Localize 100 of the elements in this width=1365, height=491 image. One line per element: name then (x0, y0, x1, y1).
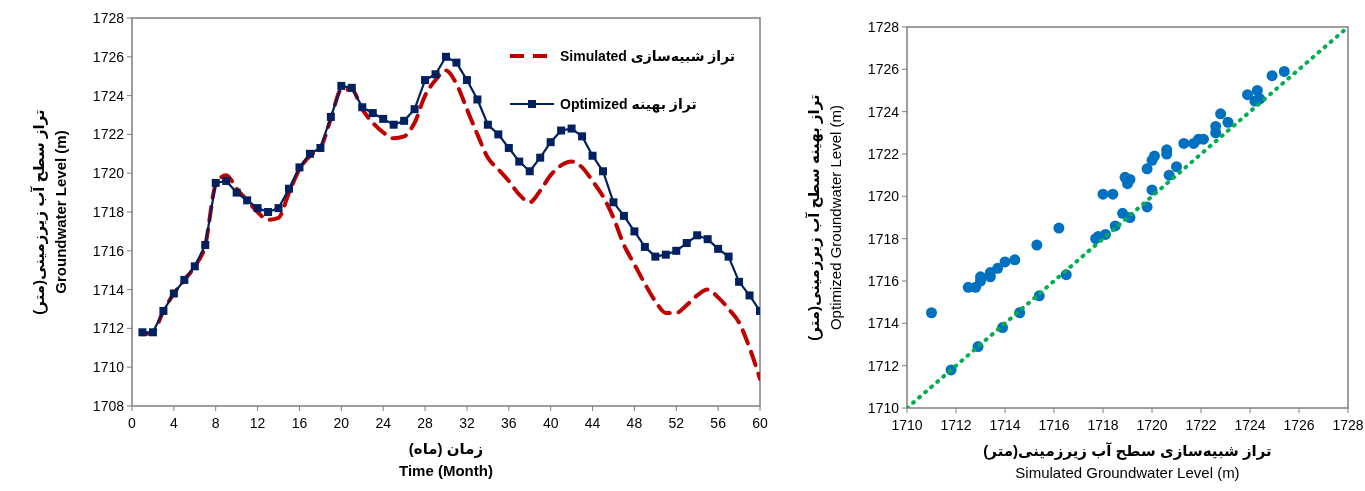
point (316, 143, 325, 152)
point (536, 153, 545, 162)
x-tick-label: 1714 (989, 417, 1021, 433)
y-tick-label: 1714 (867, 315, 900, 332)
point (1178, 137, 1190, 149)
point (473, 95, 482, 104)
point (619, 211, 628, 220)
point (148, 328, 157, 337)
y-tick-label: 1728 (867, 19, 900, 35)
point (337, 81, 346, 90)
y-tick-label: 1720 (867, 188, 900, 205)
y-tick-label: 1726 (867, 61, 900, 78)
point (253, 204, 262, 213)
point (421, 76, 430, 85)
point (169, 289, 178, 298)
point (305, 149, 314, 158)
y-tick-label: 1726 (92, 48, 125, 65)
point (599, 167, 607, 176)
point (1215, 108, 1227, 120)
y-tick-label: 1714 (92, 281, 125, 298)
point (682, 239, 691, 248)
y-tick-label: 1718 (92, 204, 125, 220)
point (159, 306, 168, 315)
point (368, 109, 377, 118)
point (1148, 150, 1160, 162)
point (462, 76, 471, 85)
point (1009, 254, 1021, 266)
point (400, 116, 409, 125)
point (1266, 70, 1278, 82)
x-tick-label: 1728 (1332, 417, 1364, 433)
point (745, 291, 754, 300)
x-tick-label: 1722 (1185, 417, 1217, 433)
point (264, 208, 273, 216)
point (735, 277, 744, 286)
y-tick-label: 1716 (867, 273, 900, 289)
y-tick-label: 1728 (92, 10, 125, 26)
point (452, 58, 461, 67)
x-tick-label: 32 (459, 415, 475, 431)
point (630, 227, 639, 236)
y-tick-label: 1724 (92, 87, 125, 104)
point (992, 262, 1004, 274)
point (222, 176, 231, 185)
y-tick-label: 1720 (92, 165, 125, 182)
x-tick-label: 36 (501, 415, 517, 431)
point (358, 103, 367, 112)
point (431, 70, 440, 79)
point (714, 244, 723, 253)
point (285, 184, 293, 193)
point (557, 126, 566, 135)
point (389, 120, 398, 129)
x-tick-label: 4 (169, 415, 178, 431)
point (1031, 239, 1043, 251)
point (295, 163, 304, 172)
point (640, 242, 649, 251)
point (661, 250, 670, 259)
point (274, 204, 283, 213)
point (578, 132, 587, 141)
point (693, 231, 702, 240)
point (567, 124, 576, 133)
point (515, 157, 524, 166)
point (1107, 188, 1119, 200)
legend-label: Simulated تراز شبیه‌سازی (560, 48, 736, 65)
x-tick-label: 20 (333, 415, 350, 431)
y-tick-label: 1710 (92, 359, 125, 376)
point (1141, 163, 1153, 175)
x-tick-label: 1712 (940, 417, 972, 433)
x-tick-label: 28 (417, 415, 434, 431)
x-tick-label: 12 (249, 415, 266, 431)
point (609, 198, 618, 207)
point (672, 246, 681, 255)
x-tick-label: 0 (128, 415, 137, 431)
x-tick-label: 1720 (1136, 417, 1168, 433)
point (483, 120, 492, 129)
point (190, 262, 199, 271)
x-tick-label: 52 (668, 415, 685, 431)
point (651, 252, 660, 261)
y-tick-label: 1716 (92, 242, 125, 259)
point (180, 275, 189, 284)
y-tick-label: 1712 (92, 320, 125, 337)
x-tick-label: 1724 (1234, 417, 1266, 433)
point (442, 52, 450, 61)
legend-label: Optimized تراز بهینه (560, 96, 697, 113)
point (494, 130, 503, 139)
x-tick-label: 24 (375, 415, 392, 431)
y-tick-label: 1722 (92, 126, 125, 143)
point (703, 235, 712, 244)
point (326, 112, 335, 121)
x-tick-label: 1726 (1283, 417, 1315, 433)
y-tick-label: 1718 (867, 230, 900, 247)
point (232, 188, 241, 197)
point (347, 83, 356, 92)
point (201, 240, 210, 249)
y-tick-label: 1712 (867, 357, 900, 374)
point (588, 151, 597, 160)
y-tick-label: 1724 (867, 103, 900, 120)
x-tick-label: 56 (710, 415, 727, 431)
x-tick-label: 1716 (1038, 417, 1070, 433)
point (504, 143, 513, 152)
point (926, 307, 937, 319)
x-tick-label: 8 (211, 415, 220, 431)
